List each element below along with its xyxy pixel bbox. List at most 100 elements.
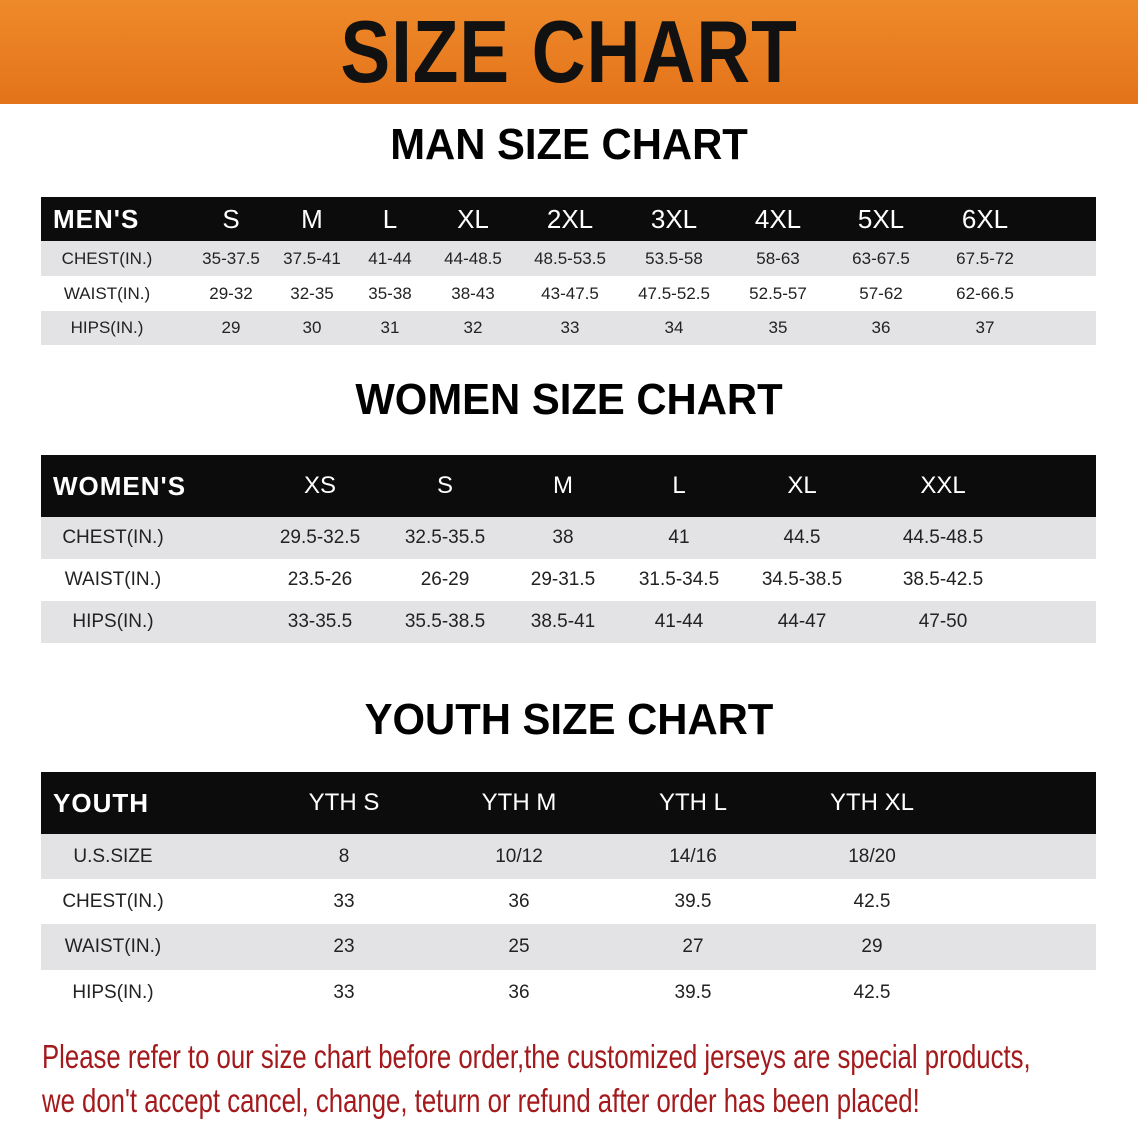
measurement-cell: 44.5-48.5 [902,527,984,548]
measurement-cell: 52.5-57 [749,283,807,303]
size-header: YTH S [308,789,380,816]
measurement-cell: 47.5-52.5 [638,283,710,303]
measurement-cell: 41-44 [368,248,412,268]
size-header: XS [303,472,337,499]
measurement-cell: 8 [338,845,350,867]
size-header: L [672,472,686,499]
table-row: HIPS(IN.) 29 30 31 32 33 34 35 36 37 [41,311,1096,345]
row-label: HIPS(IN.) [72,611,154,632]
measurement-cell: 34.5-38.5 [761,569,843,590]
measurement-cell: 36 [871,318,891,337]
measurement-cell: 62-66.5 [956,283,1014,303]
measurement-cell: 38 [552,527,574,548]
header-label: YOUTH [53,787,149,818]
row-label: WAIST(IN.) [64,569,162,590]
size-header: S [222,203,240,234]
measurement-cell: 41 [668,527,690,548]
banner-title: SIZE CHART [340,2,798,101]
size-header: M [301,203,323,234]
row-label: CHEST(IN.) [62,890,164,912]
measurement-cell: 63-67.5 [852,248,910,268]
table-row: WAIST(IN.) 23.5-26 26-29 29-31.5 31.5-34.5 34… [41,559,1096,601]
table-row: WAIST(IN.) 29-32 32-35 35-38 38-43 43-47.5 47.… [41,276,1096,311]
measurement-cell: 43-47.5 [541,283,599,303]
measurement-cell: 57-62 [859,283,903,303]
youth-size-table: YOUTH YTH S YTH M YTH L YTH XL U.S.SIZE 8 10/12… [41,772,1096,1015]
table-row: WAIST(IN.) 23 25 27 29 [41,924,1096,970]
youth-heading: YOUTH SIZE CHART [364,695,774,744]
measurement-cell: 31 [380,318,400,337]
banner: SIZE CHART [0,0,1138,104]
measurement-cell: 35-38 [368,283,412,303]
women-size-table: WOMEN'S XS S M L XL XXL CHEST(IN.) 29.5-32.5 32.5… [41,455,1096,643]
measurement-cell: 32 [463,318,483,337]
row-label: CHEST(IN.) [62,527,164,548]
measurement-cell: 37 [975,318,995,337]
size-header: YTH XL [829,789,915,816]
men-size-table: MEN'S S M L XL 2XL 3XL 4XL 5XL 6XL CHEST(IN.) 35-37… [41,197,1096,345]
measurement-cell: 36 [508,890,530,912]
measurement-cell: 29-32 [209,283,253,303]
women-heading: WOMEN SIZE CHART [355,375,783,424]
table-row: CHEST(IN.) 35-37.5 37.5-41 41-44 44-48.5 48.5… [41,241,1096,276]
measurement-cell: 47-50 [918,611,968,632]
measurement-cell: 10/12 [495,845,543,867]
table-row: CHEST(IN.) 33 36 39.5 42.5 [41,879,1096,924]
measurement-cell: 36 [508,981,530,1003]
measurement-cell: 32-35 [290,283,334,303]
measurement-cell: 32.5-35.5 [404,527,486,548]
measurement-cell: 25 [508,936,530,957]
measurement-cell: 39.5 [674,981,712,1003]
measurement-cell: 23.5-26 [287,569,353,590]
measurement-cell: 33 [560,318,580,337]
measurement-cell: 29.5-32.5 [279,527,361,548]
measurement-cell: 29 [861,936,883,957]
measurement-cell: 44.5 [783,527,821,548]
measurement-cell: 18/20 [848,845,896,867]
measurement-cell: 35-37.5 [202,248,260,268]
size-header: XXL [920,472,966,499]
men-header-row: MEN'S S M L XL 2XL 3XL 4XL 5XL 6XL [41,197,1096,241]
measurement-cell: 44-47 [777,611,827,632]
measurement-cell: 41-44 [654,611,704,632]
measurement-cell: 58-63 [756,248,800,268]
row-label: WAIST(IN.) [63,283,151,303]
measurement-cell: 29 [221,318,241,337]
size-header: YTH L [658,789,728,816]
measurement-cell: 27 [682,936,704,957]
measurement-cell: 33 [333,890,355,912]
header-label: WOMEN'S [53,470,187,501]
measurement-cell: 38-43 [451,283,495,303]
measurement-cell: 42.5 [853,890,891,912]
size-header: YTH M [481,789,557,816]
size-header: 2XL [546,203,594,234]
header-label: MEN'S [53,203,140,234]
notice-line-2: we don't accept cancel, change, teturn o… [42,1082,920,1119]
table-row: CHEST(IN.) 29.5-32.5 32.5-35.5 38 41 44.5 44.5… [41,517,1096,559]
size-header: XL [457,203,489,234]
table-row: HIPS(IN.) 33-35.5 35.5-38.5 38.5-41 41-44 44-… [41,601,1096,643]
table-row: HIPS(IN.) 33 36 39.5 42.5 [41,970,1096,1015]
size-header: L [382,203,398,234]
measurement-cell: 14/16 [669,845,717,867]
measurement-cell: 35.5-38.5 [404,611,486,632]
measurement-cell: 67.5-72 [956,248,1014,268]
size-header: M [553,472,573,499]
row-label: HIPS(IN.) [72,981,154,1003]
measurement-cell: 37.5-41 [283,248,341,268]
measurement-cell: 26-29 [420,569,470,590]
size-header: 4XL [754,203,802,234]
men-heading: MAN SIZE CHART [390,120,748,169]
measurement-cell: 38.5-42.5 [902,569,984,590]
table-row: U.S.SIZE 8 10/12 14/16 18/20 [41,834,1096,879]
measurement-cell: 33-35.5 [287,611,353,632]
youth-header-row: YOUTH YTH S YTH M YTH L YTH XL [41,772,1096,834]
measurement-cell: 48.5-53.5 [534,248,606,268]
measurement-cell: 38.5-41 [530,611,596,632]
row-label: WAIST(IN.) [64,936,162,957]
row-label: U.S.SIZE [73,845,153,867]
measurement-cell: 35 [768,318,788,337]
measurement-cell: 30 [302,318,322,337]
row-label: CHEST(IN.) [61,248,153,268]
measurement-cell: 42.5 [853,981,891,1003]
